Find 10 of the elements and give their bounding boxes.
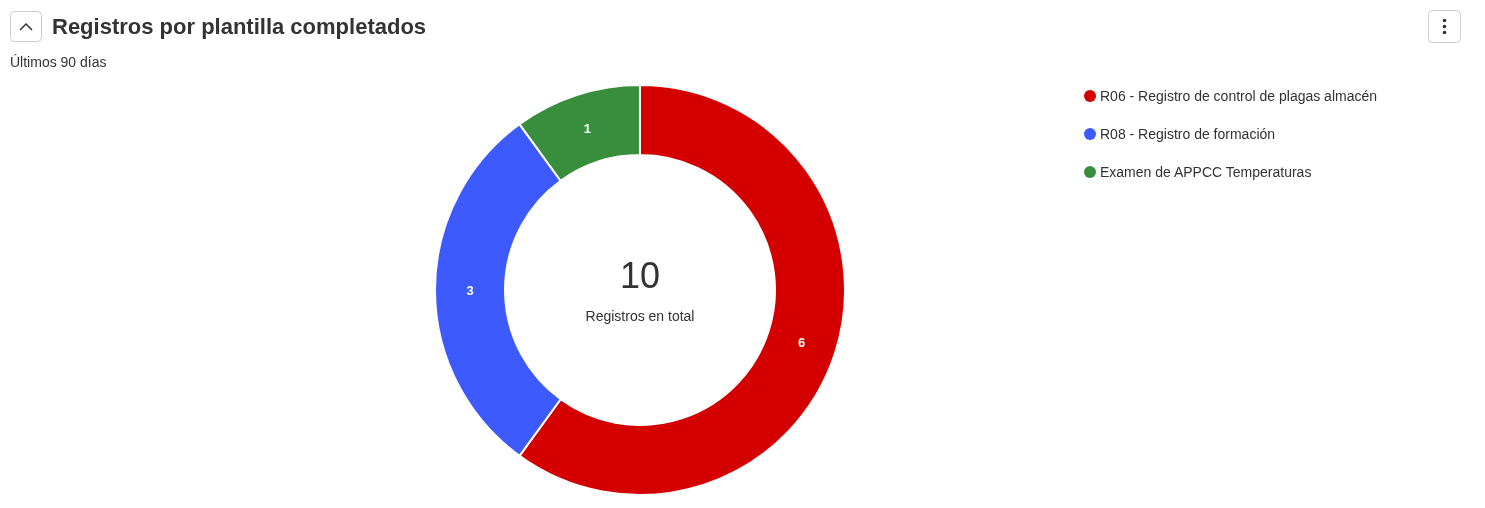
- text: Registros en total: [585, 308, 695, 324]
- text: 10: [619, 255, 661, 296]
- data-label: 3: [466, 282, 474, 298]
- text: Últimos 90 días: [10, 54, 107, 70]
- legend-label: R08 - Registro de formación: [1100, 125, 1276, 142]
- legend-label: Examen de APPCC Temperaturas: [1100, 163, 1312, 180]
- data-label: 1: [583, 120, 592, 136]
- text: Registros por plantilla completados: [52, 14, 427, 39]
- legend-label: R06 - Registro de control de plagas almacén: [1100, 87, 1378, 104]
- data-label: 6: [798, 335, 806, 351]
